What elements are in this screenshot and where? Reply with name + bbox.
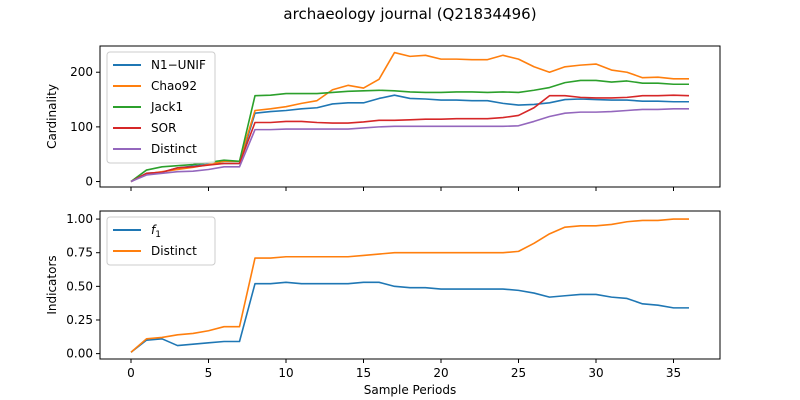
x-tick-label: 0: [127, 366, 135, 380]
legend-box: [106, 51, 216, 164]
figure-title: archaeology journal (Q21834496): [283, 5, 536, 23]
chart-panel-1: 0 100 200 Cardinality N1−UNIF Chao92 Jack1 SOR D…: [45, 45, 721, 191]
x-tick-label: 30: [588, 366, 603, 380]
x-tick-label: 15: [356, 366, 371, 380]
x-tick-label: 25: [511, 366, 526, 380]
x-tick-label: 5: [205, 366, 213, 380]
y-tick-label: 0.75: [66, 246, 93, 260]
legend-label: Chao92: [151, 79, 197, 93]
series-line-1-4: [130, 94, 690, 183]
series-line-1-5: [130, 108, 689, 183]
legend-label: N1−UNIF: [151, 58, 206, 72]
chart-panel-2: 0 5 10 15 20 25 30 35 0.00 0.25 0.50 0.75 1.00 Indica…: [45, 210, 721, 397]
y-tick-label: 0.50: [66, 279, 93, 293]
plot-frame: [99, 210, 721, 360]
x-tick-label: 35: [666, 366, 681, 380]
legend-label: Distinct: [151, 142, 197, 156]
legend: f1 Distinct: [106, 216, 216, 266]
y-tick-label: 0.25: [66, 313, 93, 327]
y-axis-label: Indicators: [45, 255, 59, 314]
chart-panels: 0100200CardinalityN1−UNIFChao92Jack1SORD…: [45, 45, 721, 397]
x-tick-label: 20: [433, 366, 448, 380]
legend-label: Distinct: [151, 244, 197, 258]
y-tick-label: 200: [70, 65, 93, 79]
legend-label: SOR: [151, 121, 176, 135]
x-tick-label: 10: [278, 366, 293, 380]
y-tick-label: 0: [85, 175, 93, 189]
x-axis-label: Sample Periods: [364, 383, 456, 397]
legend-label: f1: [151, 223, 161, 240]
y-tick-label: 100: [70, 120, 93, 134]
series-line-2-2: [130, 218, 689, 353]
y-axis-label: Cardinality: [45, 84, 59, 149]
series-line-1-3: [130, 79, 689, 183]
y-tick-label: 0.00: [66, 347, 93, 361]
series-line-2-1: [130, 281, 689, 353]
legend: N1−UNIF Chao92 Jack1 SOR Distinct: [106, 51, 216, 164]
y-tick-label: 1.00: [66, 212, 93, 226]
plot-frame: [99, 45, 721, 188]
legend-label: Jack1: [150, 100, 183, 114]
series-line-1-2: [130, 51, 689, 183]
